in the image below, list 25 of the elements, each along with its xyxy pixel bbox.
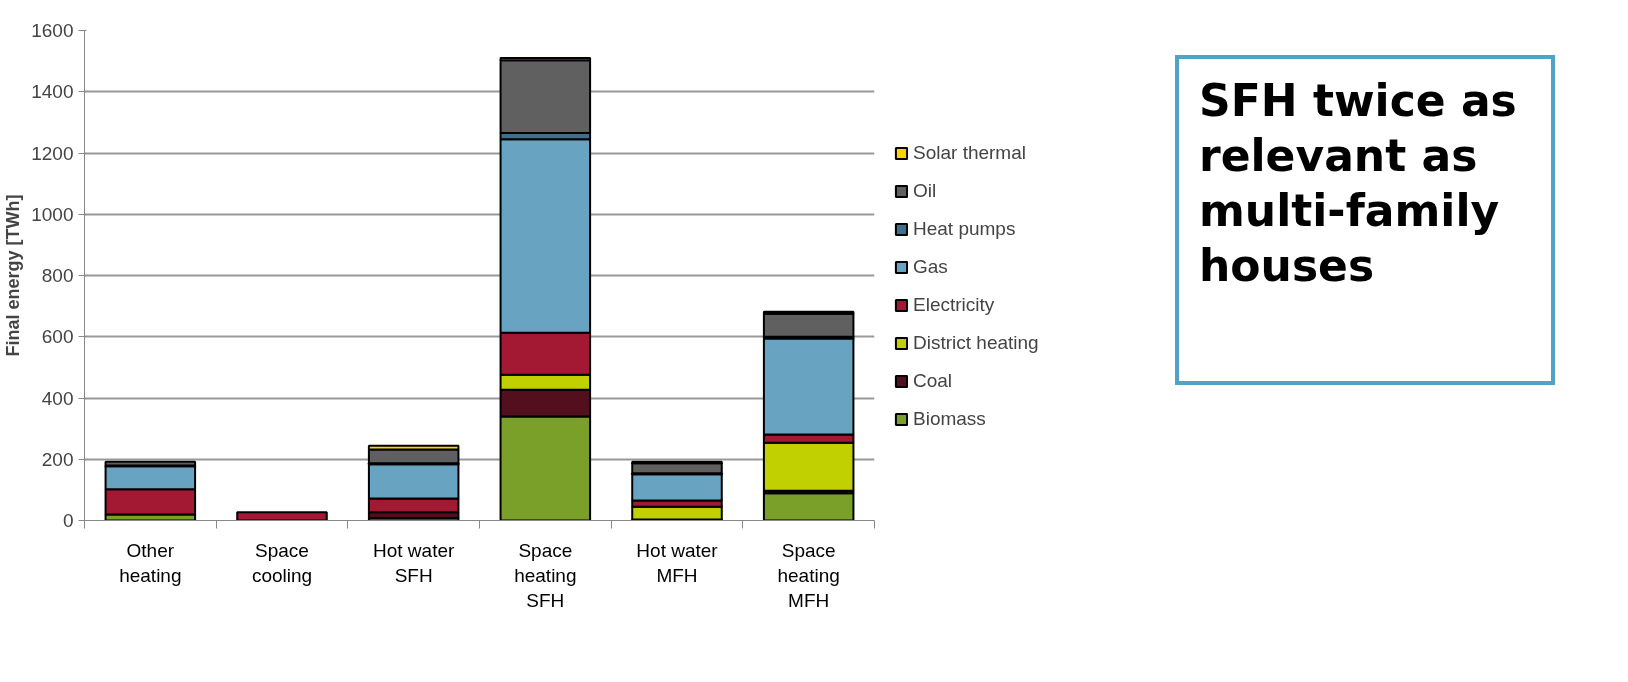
x-tick-label: Other heating (119, 539, 182, 586)
x-tick-label: Space heating MFH (777, 539, 840, 611)
x-tick-label: Hot water MFH (636, 539, 719, 586)
legend-label: Heat pumps (913, 218, 1016, 240)
legend-label: Solar thermal (913, 142, 1026, 164)
legend-label: Coal (913, 370, 953, 392)
legend-label: Gas (913, 256, 948, 278)
x-tick-label: Space heating SFH (514, 539, 577, 611)
y-tick-label: 1400 (31, 81, 74, 103)
x-tick-label: Space cooling (251, 539, 313, 586)
legend-label: Electricity (913, 294, 995, 316)
y-tick-label: 400 (41, 387, 74, 409)
y-tick-label: 1000 (31, 203, 74, 225)
legend-label: District heating (913, 332, 1039, 354)
y-tick-label: 1200 (31, 142, 74, 164)
legend-label: Biomass (913, 408, 986, 430)
legend-label: Oil (913, 180, 937, 202)
y-tick-label: 800 (41, 265, 74, 286)
x-tick-label: Hot water SFH (373, 539, 455, 586)
y-tick-label: 1600 (31, 20, 74, 41)
y-tick-label: 0 (62, 510, 74, 531)
text: SFH twice as relevant as multi-family houses (1199, 74, 1518, 293)
y-tick-label: 200 (41, 448, 74, 470)
y-axis-title: Final energy [TWh] (3, 194, 24, 357)
y-tick-label: 600 (41, 326, 74, 348)
